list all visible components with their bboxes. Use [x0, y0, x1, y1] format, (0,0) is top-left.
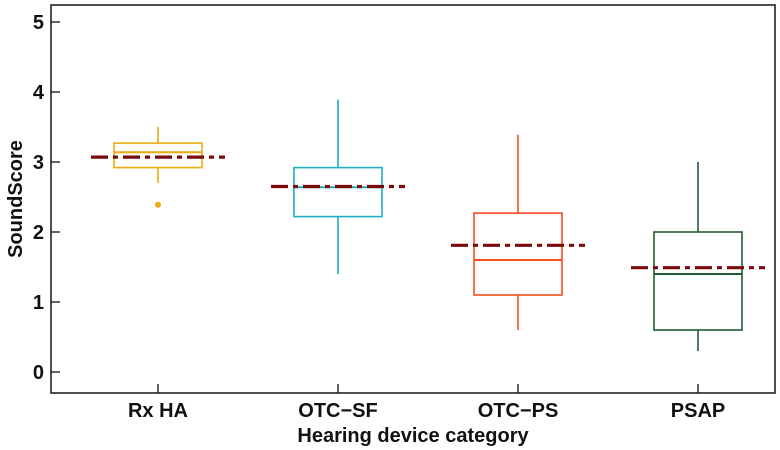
- box-4: [653, 162, 743, 351]
- y-tick-label: 4: [33, 82, 45, 104]
- x-tick-label: OTC−PS: [478, 400, 559, 422]
- x-axis: Rx HA OTC−SF OTC−PS PSAP: [128, 384, 725, 422]
- y-tick-label: 0: [33, 362, 44, 384]
- y-tick-label: 5: [33, 12, 44, 34]
- iqr-box: [653, 231, 743, 331]
- iqr-box: [473, 212, 563, 296]
- x-tick-label: Rx HA: [128, 400, 188, 422]
- iqr-box: [113, 142, 203, 169]
- y-axis: 0 1 2 3 4 5: [33, 12, 60, 384]
- mean-lines: [91, 155, 765, 270]
- box-series: [113, 99, 743, 351]
- plot-frame: [50, 4, 776, 394]
- y-tick-label: 2: [33, 222, 44, 244]
- box-3: [473, 134, 563, 330]
- x-tick-label: OTC−SF: [298, 400, 377, 422]
- iqr-box: [293, 166, 383, 218]
- outlier-point: [155, 201, 161, 208]
- box-1: [113, 127, 203, 208]
- x-axis-title: Hearing device category: [297, 425, 529, 447]
- y-tick-label: 1: [33, 292, 44, 314]
- y-axis-title: SoundScore: [5, 140, 27, 258]
- y-tick-label: 3: [33, 152, 44, 174]
- x-tick-label: PSAP: [671, 400, 725, 422]
